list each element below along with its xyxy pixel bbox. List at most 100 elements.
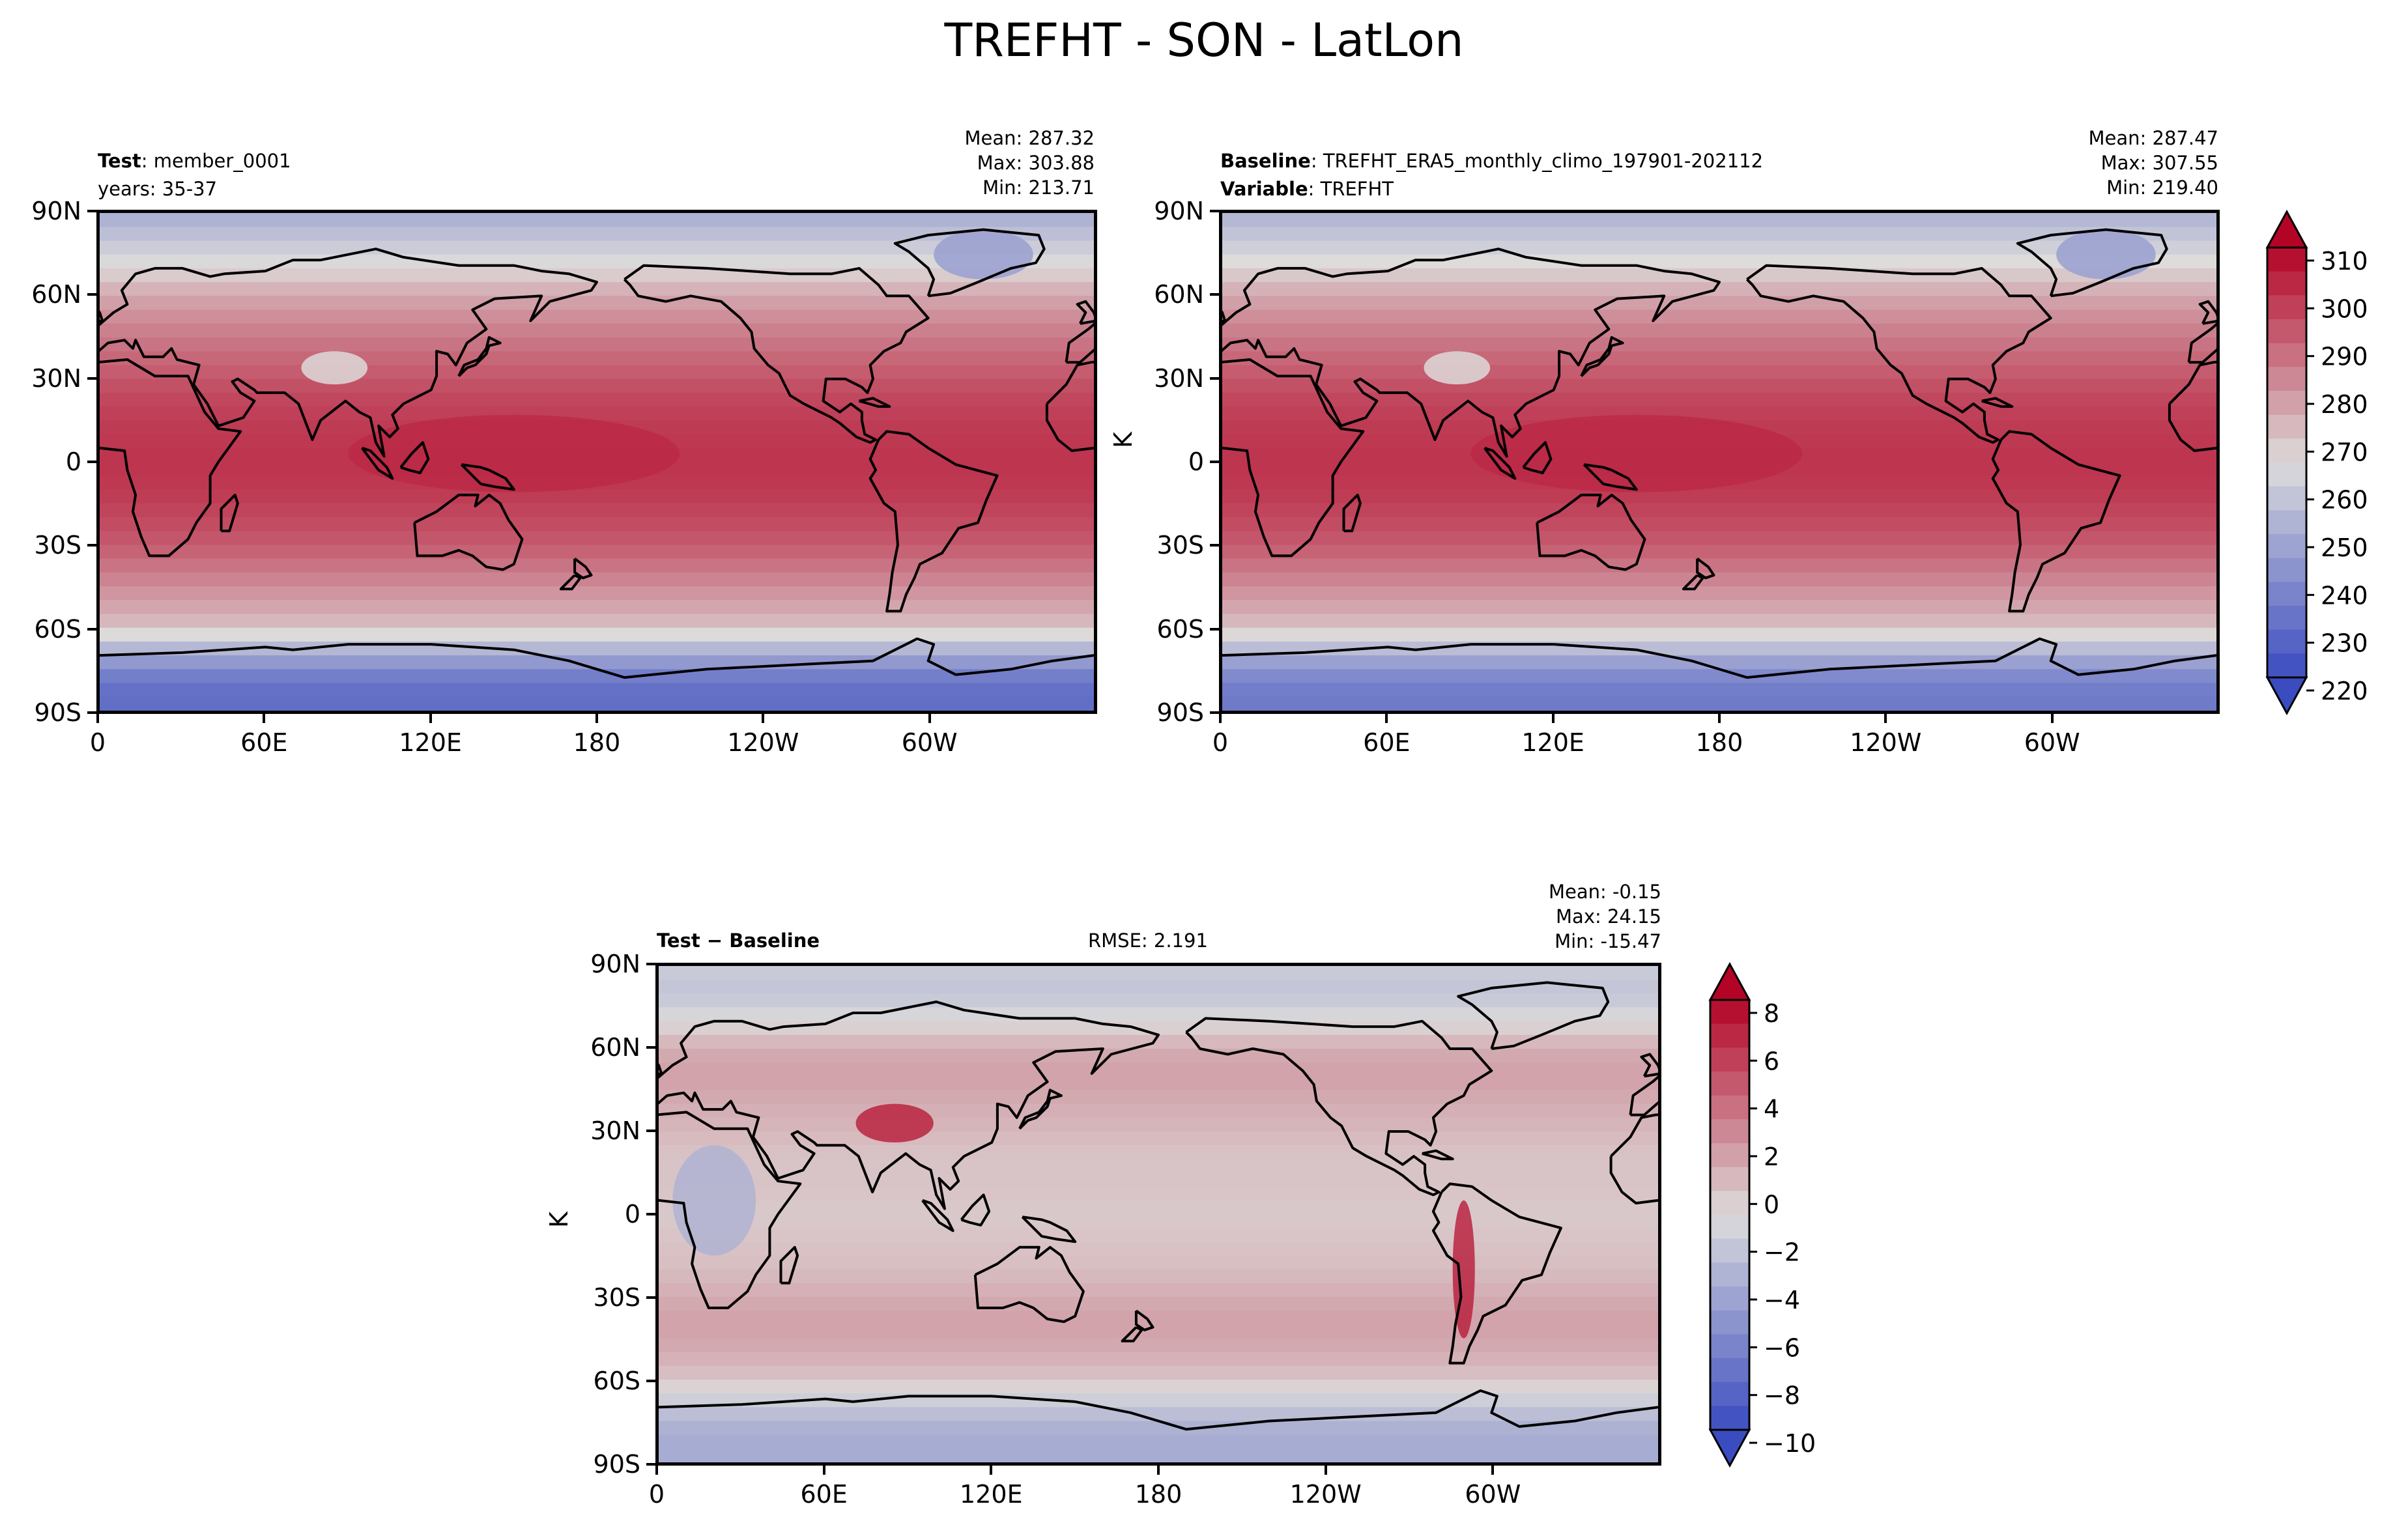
baseline-lon-tick-label: 120E bbox=[1521, 728, 1584, 757]
andes-anomaly-region bbox=[1452, 1200, 1475, 1339]
temperature-band bbox=[100, 227, 1094, 242]
diff-lat-tick-mark bbox=[646, 1213, 655, 1215]
diff-map bbox=[655, 963, 1661, 1466]
diff-lat-tick-mark bbox=[646, 1046, 655, 1049]
colorbar-tick-label: 250 bbox=[2321, 533, 2368, 562]
diff-lat-tick-label: 60S bbox=[593, 1367, 640, 1395]
diff-lon-tick-mark bbox=[1324, 1466, 1327, 1475]
coastline-n_america bbox=[1185, 1017, 1493, 1197]
temperature-band bbox=[100, 503, 1094, 518]
temperature-band bbox=[659, 1407, 1658, 1422]
temperature-band bbox=[100, 517, 1094, 532]
baseline-y-unit-label: K bbox=[1109, 432, 1138, 448]
baseline-lon-tick-mark bbox=[1219, 714, 1222, 723]
colorbar-level bbox=[2267, 438, 2306, 463]
temperature-band bbox=[100, 406, 1094, 421]
coastline-greenland bbox=[893, 228, 1046, 298]
diff-max-text: Max: 24.15 bbox=[1556, 905, 1661, 928]
temperature-band bbox=[659, 1380, 1658, 1395]
temperature-band bbox=[659, 1076, 1658, 1091]
test-lon-tick-label: 60W bbox=[901, 728, 958, 757]
baseline-lon-tick-label: 120W bbox=[1850, 728, 1922, 757]
temperature-band bbox=[100, 683, 1094, 698]
test-label-sep: : bbox=[141, 150, 154, 172]
colorbar-level bbox=[1710, 1262, 1749, 1287]
baseline-lon-tick-mark bbox=[1884, 714, 1887, 723]
colorbar-min-arrow bbox=[2265, 676, 2308, 716]
temperature-band bbox=[100, 489, 1094, 504]
temperature-band bbox=[659, 1062, 1658, 1077]
baseline-variable-sep: : bbox=[1308, 178, 1321, 200]
coastline-borneo bbox=[1522, 441, 1553, 474]
temperature-band bbox=[659, 1242, 1658, 1257]
colorbar-level bbox=[2267, 510, 2306, 535]
colorbar-level bbox=[1710, 1167, 1749, 1192]
baseline-lat-tick-mark bbox=[1210, 711, 1219, 714]
temperature-band bbox=[659, 1269, 1658, 1284]
temperature-band bbox=[100, 296, 1094, 311]
diff-lat-tick-label: 90S bbox=[593, 1450, 640, 1479]
colorbar-tick-label: −6 bbox=[1764, 1333, 1800, 1362]
temperature-band bbox=[659, 1159, 1658, 1174]
colorbar-tick-label: 2 bbox=[1764, 1143, 1779, 1171]
diff-rmse-text: RMSE: 2.191 bbox=[1088, 930, 1208, 952]
temperature-band bbox=[1222, 531, 2216, 546]
diff-colorbar-svg: 8 6 4 2 0 −2 −4 −6 −8 −10 bbox=[1708, 961, 1816, 1468]
diff-lat-tick-mark bbox=[646, 1380, 655, 1382]
test-panel-label: Test: member_0001 bbox=[98, 149, 291, 173]
colorbar-tick-label: 240 bbox=[2321, 581, 2368, 610]
test-map-svg bbox=[100, 213, 1094, 711]
coastline-cuba bbox=[1422, 1149, 1454, 1161]
coastline-cuba bbox=[1981, 397, 2014, 408]
colorbar-level bbox=[2267, 295, 2306, 320]
colorbar-tick-label: 310 bbox=[2321, 247, 2368, 276]
greenland-cold-region bbox=[2056, 229, 2156, 279]
temperature-band bbox=[100, 669, 1094, 684]
diff-lon-tick-label: 180 bbox=[1134, 1480, 1182, 1509]
diff-lat-tick-label: 60N bbox=[590, 1033, 640, 1062]
coastline-britain bbox=[659, 1063, 663, 1075]
baseline-lat-tick-mark bbox=[1210, 293, 1219, 296]
test-mean-text: Mean: 287.32 bbox=[964, 127, 1095, 149]
temperature-band bbox=[100, 586, 1094, 601]
baseline-lat-tick-label: 60N bbox=[1154, 280, 1204, 309]
diff-min-text: Min: -15.47 bbox=[1555, 930, 1661, 952]
baseline-variable-bold: Variable bbox=[1220, 178, 1308, 200]
temperature-band bbox=[1222, 240, 2216, 255]
temperature-band bbox=[1222, 351, 2216, 366]
temperature-band bbox=[1222, 586, 2216, 601]
test-lat-tick-label: 90S bbox=[34, 698, 81, 727]
colorbar-tick-label: 8 bbox=[1764, 999, 1779, 1028]
temperature-band bbox=[100, 558, 1094, 573]
coastline-australia bbox=[1536, 493, 1646, 571]
colorbar-level bbox=[2267, 582, 2306, 606]
coastline-eurasia bbox=[659, 1001, 1160, 1210]
baseline-map bbox=[1219, 210, 2220, 714]
coastline-madagascar bbox=[779, 1245, 799, 1285]
temperature-band bbox=[659, 993, 1658, 1008]
baseline-lon-tick-mark bbox=[2050, 714, 2054, 723]
temperature-band bbox=[659, 966, 1658, 981]
colorbar-level bbox=[2267, 367, 2306, 391]
colorbar-tick-label: 220 bbox=[2321, 677, 2368, 705]
temperature-band bbox=[1222, 213, 2216, 228]
temperature-band bbox=[659, 1434, 1658, 1449]
diff-panel-label: Test − Baseline bbox=[657, 930, 820, 952]
temperature-band bbox=[100, 240, 1094, 255]
tibet-cold-region bbox=[301, 351, 368, 385]
colorbar-level bbox=[1710, 1000, 1749, 1025]
temperature-band bbox=[659, 1200, 1658, 1215]
coastline-eurasia bbox=[1222, 248, 1721, 458]
temperature-band bbox=[1222, 489, 2216, 504]
temperature-band bbox=[659, 1172, 1658, 1187]
test-lon-tick-mark bbox=[263, 714, 266, 723]
test-max-text: Max: 303.88 bbox=[977, 152, 1095, 174]
baseline-lat-tick-label: 60S bbox=[1156, 614, 1204, 644]
coastline-s_america bbox=[1431, 1182, 1562, 1365]
colorbar-level bbox=[1710, 1286, 1749, 1311]
colorbar-frame bbox=[1709, 999, 1751, 1431]
coastline-n_america bbox=[1745, 264, 2052, 444]
coastline-greenland bbox=[2016, 228, 2168, 298]
coastline-japan bbox=[1580, 336, 1624, 377]
colorbar-level bbox=[2267, 391, 2306, 416]
